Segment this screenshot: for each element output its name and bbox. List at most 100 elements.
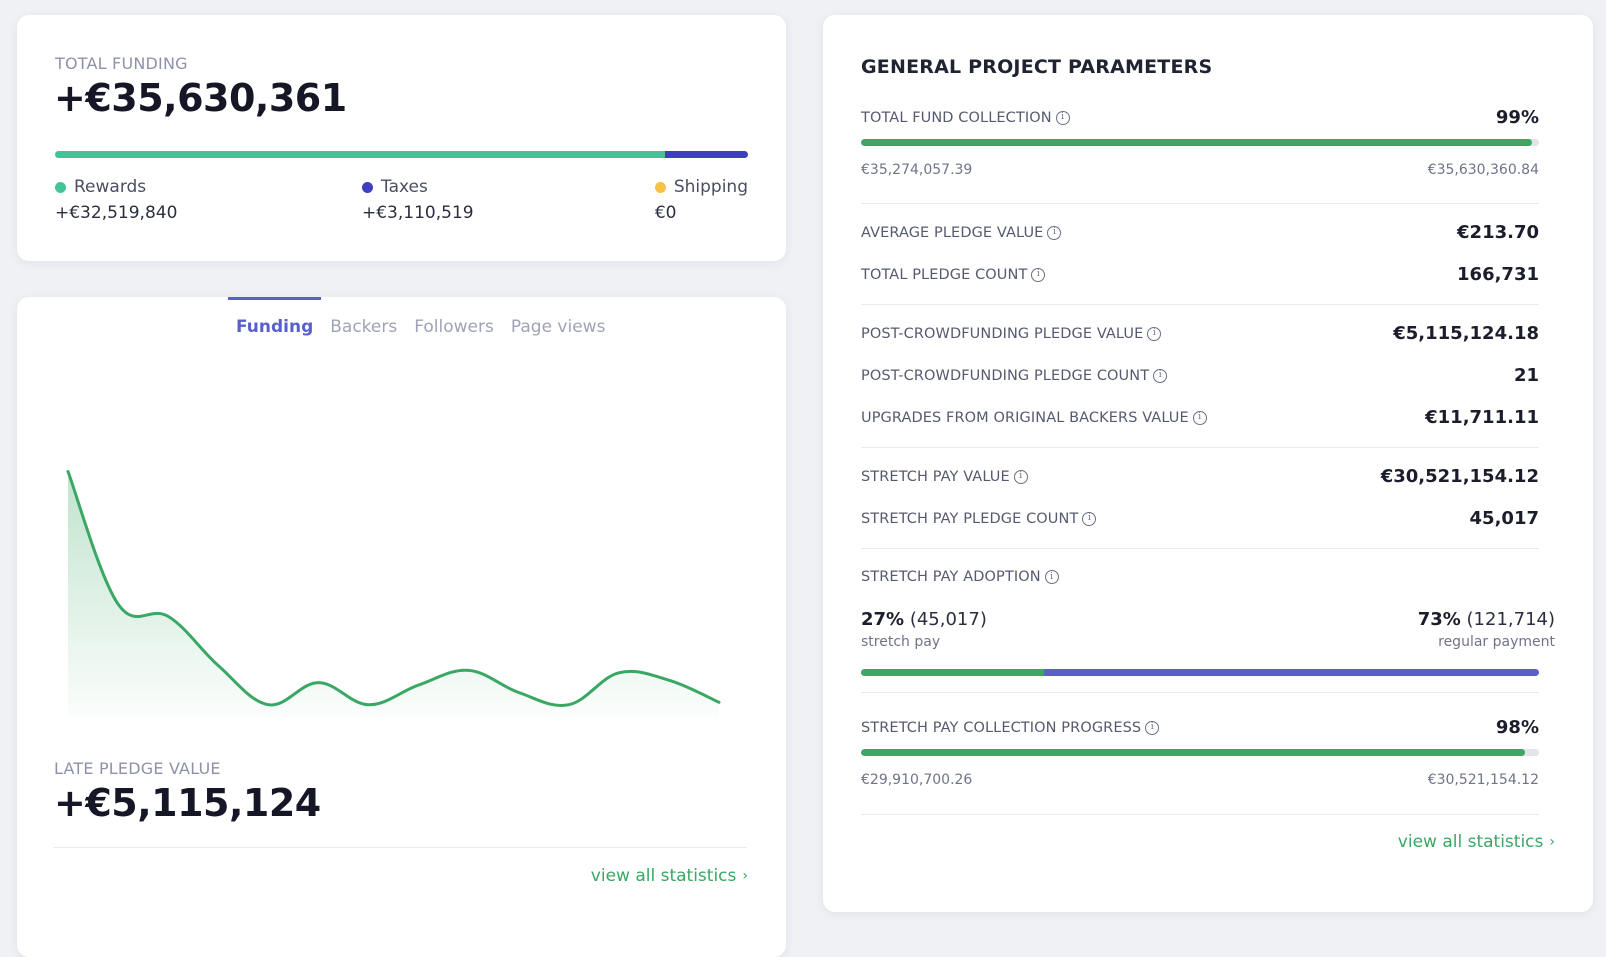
total-fund-collection-fill (861, 139, 1533, 146)
divider (861, 304, 1539, 305)
stretch-pay-percent: 27% (861, 609, 905, 630)
rewards-segment (55, 151, 665, 158)
tab-backers[interactable]: Backers (330, 317, 398, 337)
tab-followers[interactable]: Followers (414, 317, 494, 337)
info-icon[interactable]: i (1192, 410, 1207, 425)
regular-payment-percent: 73% (1417, 609, 1461, 630)
total-funding-label: TOTAL FUNDING (55, 54, 188, 73)
total-fund-target: €35,630,360.84 (1427, 162, 1539, 178)
legend-shipping: Shipping €0 (654, 177, 748, 223)
upgrades-label: UPGRADES FROM ORIGINAL BACKERS VALUE (861, 409, 1189, 426)
total-fund-collection-percent: 99% (1495, 107, 1539, 128)
stretch-progress-target: €30,521,154.12 (1427, 772, 1539, 788)
post-crowdfunding-value-row: POST-CROWDFUNDING PLEDGE VALUE i €5,115,1… (861, 323, 1539, 344)
average-pledge-value: €213.70 (1457, 222, 1539, 243)
stretch-pay-segment (861, 669, 1045, 676)
rewards-dot-icon (55, 181, 66, 193)
stretch-pay-adoption-row: STRETCH PAY ADOPTION i (861, 569, 1539, 585)
total-pledge-count-value: 166,731 (1457, 264, 1539, 285)
chart-series-line (66, 470, 721, 707)
tab-page-views[interactable]: Page views (510, 317, 606, 337)
info-icon[interactable]: i (1147, 326, 1162, 341)
legend-taxes-name: Taxes (381, 177, 428, 197)
stretch-pay-count: 45,017 (1469, 508, 1539, 529)
view-all-statistics-link[interactable]: view all statistics › (591, 866, 748, 886)
stretch-pay-share: 27% (45,017) stretch pay (861, 609, 987, 650)
divider (861, 447, 1539, 448)
total-funding-value: +€35,630,361 (54, 76, 347, 120)
stretch-pay-count-row: STRETCH PAY PLEDGE COUNT i 45,017 (861, 508, 1539, 529)
upgrades-row: UPGRADES FROM ORIGINAL BACKERS VALUE i €1… (861, 407, 1539, 428)
view-all-statistics-label: view all statistics (1397, 832, 1544, 852)
info-icon[interactable]: i (1047, 225, 1062, 240)
regular-payment-share: 73% (121,714) regular payment (1418, 609, 1555, 650)
info-icon[interactable]: i (1031, 267, 1046, 282)
stretch-pay-value: €30,521,154.12 (1380, 466, 1539, 487)
upgrades-value: €11,711.11 (1425, 407, 1539, 428)
funding-breakdown-bar (55, 151, 748, 158)
total-fund-collected: €35,274,057.39 (861, 162, 973, 178)
stretch-pay-count-label: STRETCH PAY PLEDGE COUNT (861, 510, 1079, 527)
stretch-progress-label: STRETCH PAY COLLECTION PROGRESS (861, 719, 1142, 736)
view-all-statistics-label: view all statistics (590, 866, 737, 886)
total-fund-collection-bar (861, 139, 1539, 146)
stretch-progress-amounts: €29,910,700.26 €30,521,154.12 (861, 772, 1539, 788)
info-icon[interactable]: i (1013, 469, 1028, 484)
divider (861, 814, 1539, 815)
chart-area-fill (68, 471, 719, 717)
funding-chart-card: Funding Backers Followers Page views LAT… (17, 297, 786, 957)
view-all-statistics-link[interactable]: view all statistics › (1398, 832, 1555, 852)
info-icon[interactable]: i (1153, 368, 1168, 383)
stretch-pay-value-label: STRETCH PAY VALUE (861, 468, 1010, 485)
chevron-right-icon: › (1549, 834, 1555, 850)
legend-rewards-value: +€32,519,840 (55, 203, 178, 223)
legend-shipping-name: Shipping (673, 177, 748, 197)
stretch-progress-bar (861, 749, 1539, 756)
regular-payment-count-detail: (121,714) (1466, 609, 1555, 630)
info-icon[interactable]: i (1145, 720, 1160, 735)
legend-taxes-value: +€3,110,519 (362, 203, 474, 223)
shipping-dot-icon (654, 181, 666, 193)
total-funding-card: TOTAL FUNDING +€35,630,361 Rewards +€32,… (17, 15, 786, 261)
total-fund-collection-amounts: €35,274,057.39 €35,630,360.84 (861, 162, 1539, 178)
late-pledge-value: +€5,115,124 (54, 781, 321, 825)
tab-funding[interactable]: Funding (228, 297, 322, 345)
taxes-dot-icon (362, 181, 373, 193)
chart-tabs: Funding Backers Followers Page views (228, 297, 614, 345)
params-title: GENERAL PROJECT PARAMETERS (861, 56, 1213, 78)
divider (861, 548, 1539, 549)
total-pledge-count-row: TOTAL PLEDGE COUNT i 166,731 (861, 264, 1539, 285)
divider (861, 692, 1539, 693)
stretch-pay-adoption-label: STRETCH PAY ADOPTION (861, 569, 1041, 585)
info-icon[interactable]: i (1082, 511, 1097, 526)
post-crowdfunding-count-row: POST-CROWDFUNDING PLEDGE COUNT i 21 (861, 365, 1539, 386)
post-crowdfunding-value: €5,115,124.18 (1393, 323, 1539, 344)
info-icon[interactable]: i (1044, 570, 1059, 584)
legend-rewards: Rewards +€32,519,840 (55, 177, 177, 223)
project-parameters-card: GENERAL PROJECT PARAMETERS TOTAL FUND CO… (823, 15, 1593, 912)
chevron-right-icon: › (742, 868, 748, 884)
stretch-pay-value-row: STRETCH PAY VALUE i €30,521,154.12 (861, 466, 1539, 487)
stretch-progress-fill (861, 749, 1526, 756)
divider (54, 847, 747, 848)
regular-payment-segment (1044, 669, 1539, 676)
stretch-progress-percent: 98% (1495, 717, 1539, 738)
info-icon[interactable]: i (1055, 110, 1070, 125)
late-pledge-label: LATE PLEDGE VALUE (54, 759, 221, 778)
legend-shipping-value: €0 (654, 203, 677, 223)
total-pledge-count-label: TOTAL PLEDGE COUNT (861, 266, 1028, 283)
taxes-segment (664, 151, 748, 158)
legend-taxes: Taxes +€3,110,519 (362, 177, 474, 223)
post-crowdfunding-value-label: POST-CROWDFUNDING PLEDGE VALUE (861, 325, 1144, 342)
stretch-progress-collected: €29,910,700.26 (861, 772, 973, 788)
divider (861, 203, 1539, 204)
average-pledge-label: AVERAGE PLEDGE VALUE (861, 224, 1044, 241)
total-fund-collection-label: TOTAL FUND COLLECTION (861, 109, 1052, 126)
funding-area-chart (66, 470, 721, 717)
post-crowdfunding-count-label: POST-CROWDFUNDING PLEDGE COUNT (861, 367, 1150, 384)
stretch-pay-count-detail: (45,017) (909, 609, 987, 630)
stretch-pay-caption: stretch pay (861, 634, 941, 650)
stretch-progress-row: STRETCH PAY COLLECTION PROGRESS i 98% (861, 717, 1539, 738)
total-fund-collection-row: TOTAL FUND COLLECTION i 99% (861, 107, 1539, 128)
adoption-split-bar (861, 669, 1539, 676)
